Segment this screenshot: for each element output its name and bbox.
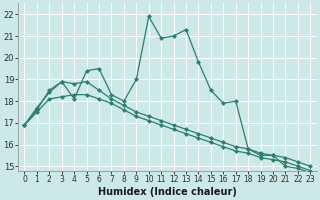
X-axis label: Humidex (Indice chaleur): Humidex (Indice chaleur) [98,187,237,197]
